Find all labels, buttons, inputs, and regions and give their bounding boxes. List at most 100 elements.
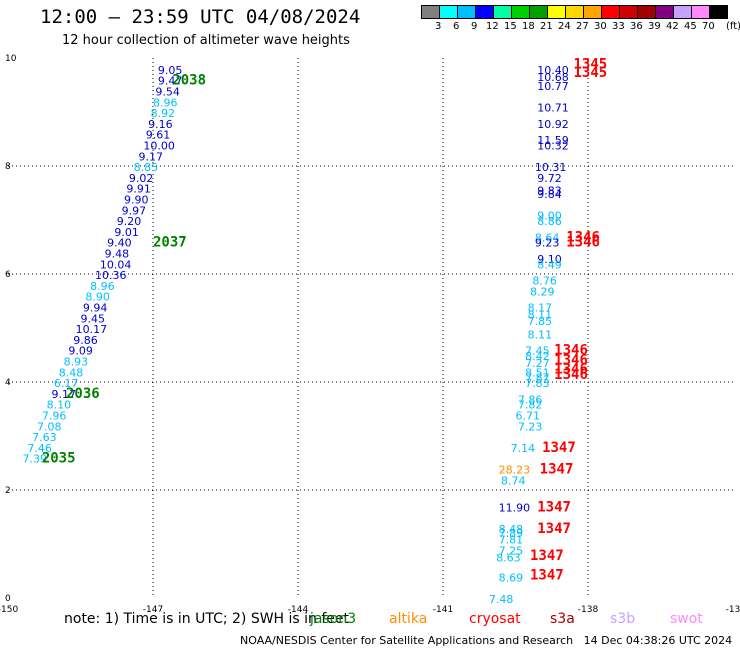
y-tick-label: 8	[5, 162, 11, 172]
footer-timestamp: 14 Dec 04:38:26 UTC 2024	[583, 634, 733, 647]
y-tick-label: 6	[5, 270, 11, 280]
legend-label: 42	[666, 21, 679, 32]
wave-height-label: 7.83	[525, 377, 550, 390]
data-labels: 9.059.479.548.968.929.169.6110.009.178.8…	[23, 56, 608, 606]
wave-height-label: 8.92	[151, 107, 176, 120]
pass-id-label: 1345	[574, 56, 608, 72]
legend-label: 15	[504, 21, 517, 32]
wave-height-label: 9.61	[146, 129, 171, 142]
legend-s3b: s3b	[610, 611, 636, 627]
x-tick-label: -144	[288, 605, 309, 615]
wave-height-label: 11.59	[537, 134, 569, 147]
wave-height-label: 7.14	[511, 442, 535, 455]
wave-height-label: 10.00	[143, 139, 175, 152]
legend-label: 6	[453, 21, 460, 32]
wave-height-label: 6.71	[516, 409, 541, 422]
wave-height-label: 9.01	[114, 226, 139, 239]
wave-height-label: 7.81	[499, 534, 524, 547]
wave-height-label: 8.96	[153, 96, 178, 109]
y-tick-label: 4	[5, 378, 11, 388]
wave-height-label: 10.36	[95, 269, 127, 282]
wave-height-label: 8.76	[532, 274, 557, 287]
wave-height-label: 8.49	[537, 258, 562, 271]
wave-height-label: 9.72	[537, 172, 562, 185]
wave-height-label: 8.11	[528, 309, 553, 322]
wave-height-label: 8.90	[85, 291, 110, 304]
page-subtitle: 12 hour collection of altimeter wave hei…	[62, 33, 350, 48]
legend-swatch	[709, 5, 728, 19]
wave-height-label: 7.39	[23, 453, 48, 466]
legend-label: 45	[684, 21, 697, 32]
pass-id-label: 1347	[542, 440, 576, 456]
wave-height-label: 7.96	[42, 409, 66, 422]
legend-cryosat: cryosat	[469, 611, 521, 627]
wave-height-label: 9.02	[129, 172, 154, 185]
legend-label: 70	[702, 21, 715, 32]
wave-height-label: 10.71	[537, 102, 569, 115]
wave-height-label: 10.68	[537, 71, 569, 84]
wave-height-label: 7.08	[37, 420, 62, 433]
legend-label: 18	[522, 21, 535, 32]
legend-label: (ft)	[726, 21, 740, 32]
wave-height-label: 11.90	[499, 501, 531, 514]
legend-label: 39	[648, 21, 661, 32]
wave-height-label: 28.23	[499, 463, 531, 476]
wave-height-label: 8.29	[530, 285, 555, 298]
legend-label: 9	[471, 21, 478, 32]
color-legend: 3 6 9 12 15 18 21 24 27 30 33 36 39 42 45 70 (ft)	[421, 5, 740, 35]
pass-id-label: 1347	[530, 548, 564, 564]
wave-height-label: 8.86	[537, 215, 562, 228]
wave-height-label: 9.00	[537, 210, 562, 223]
x-tick-label: -141	[433, 605, 453, 615]
note-text: note: 1) Time is in UTC; 2) SWH is in fe…	[64, 611, 350, 627]
wave-height-label: 10.77	[537, 80, 569, 93]
wave-height-label: 9.54	[155, 85, 180, 98]
x-tick-label: -138	[578, 605, 599, 615]
y-tick-label: 2	[5, 486, 11, 496]
pass-id-label: 1346	[554, 343, 588, 359]
y-tick-label: 0	[5, 594, 11, 604]
legend-label: 24	[558, 21, 571, 32]
wave-height-label: 8.85	[134, 161, 159, 174]
wave-height-label: 10.04	[100, 258, 132, 271]
wave-height-label: 7.63	[32, 431, 57, 444]
legend-label: 33	[612, 21, 625, 32]
wave-height-label: 8.10	[47, 399, 72, 412]
legend-swot: swot	[670, 611, 703, 627]
wave-height-label: 9.86	[73, 334, 98, 347]
wave-height-label: 9.20	[117, 215, 142, 228]
pass-id-label: 1346	[554, 352, 588, 368]
wave-height-label: 8.17	[528, 301, 553, 314]
x-tick-label: -147	[143, 605, 163, 615]
wave-height-label: 9.40	[107, 237, 132, 250]
wave-height-label: 8.74	[501, 474, 526, 487]
wave-height-label: 9.91	[126, 183, 150, 196]
wave-height-label: 7.87	[525, 372, 550, 385]
wave-height-label: 9.94	[83, 301, 108, 314]
wave-height-label: 7.25	[499, 544, 524, 557]
wave-height-label: 8.69	[499, 571, 524, 584]
legend-label: 21	[540, 21, 553, 32]
legend-s3a: s3a	[550, 611, 575, 627]
x-tick-label: -13	[726, 605, 740, 615]
legend-label: 12	[486, 21, 499, 32]
wave-height-label: 7.89	[499, 527, 524, 540]
x-tick-label: -150	[0, 605, 18, 615]
pass-id-label: 2035	[42, 451, 76, 467]
wave-height-label: 7.85	[528, 315, 553, 328]
wave-height-label: 9.05	[158, 64, 183, 77]
wave-height-label: 8.93	[64, 355, 88, 368]
wave-height-label: 9.90	[124, 193, 149, 206]
footer-credit: NOAA/NESDIS Center for Satellite Applica…	[240, 634, 574, 647]
y-tick-label: 10	[5, 54, 17, 64]
pass-id-label: 1347	[540, 461, 574, 477]
wave-height-label: 7.48	[489, 593, 513, 606]
wave-height-label: 9.10	[537, 253, 562, 266]
legend-label: 27	[576, 21, 589, 32]
page-title: 12:00 – 23:59 UTC 04/08/2024	[40, 6, 361, 28]
wave-height-label: 9.48	[105, 247, 129, 260]
legend-altika: altika	[389, 611, 428, 627]
wave-height-label: 9.17	[52, 388, 77, 401]
pass-id-label: 1345	[574, 65, 608, 81]
